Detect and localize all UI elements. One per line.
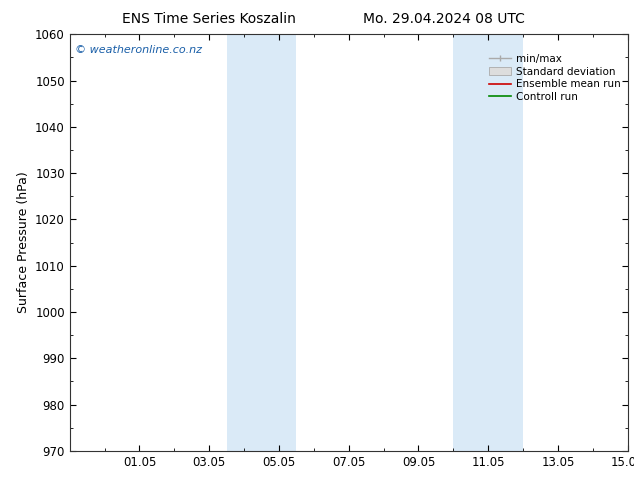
Text: © weatheronline.co.nz: © weatheronline.co.nz (75, 45, 202, 55)
Text: Mo. 29.04.2024 08 UTC: Mo. 29.04.2024 08 UTC (363, 12, 525, 26)
Text: ENS Time Series Koszalin: ENS Time Series Koszalin (122, 12, 296, 26)
Bar (453, 34, 523, 451)
Bar (226, 34, 296, 451)
Legend: min/max, Standard deviation, Ensemble mean run, Controll run: min/max, Standard deviation, Ensemble me… (486, 52, 623, 104)
Y-axis label: Surface Pressure (hPa): Surface Pressure (hPa) (16, 172, 30, 314)
